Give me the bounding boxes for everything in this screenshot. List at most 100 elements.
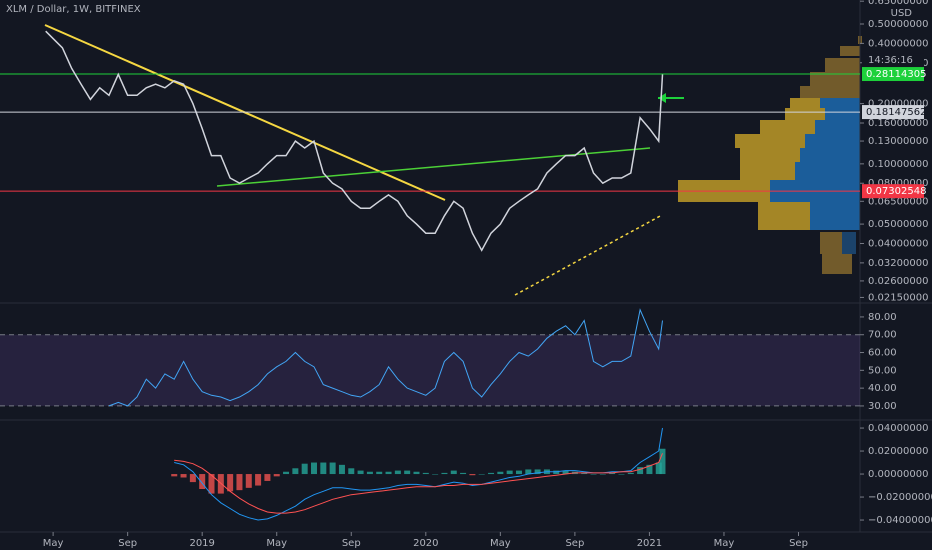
y-tick-label: 0.02600000 [868, 276, 928, 287]
trend-line [514, 214, 663, 296]
y-tick-label: 0.05000000 [868, 219, 928, 230]
macd-histogram-bar [646, 464, 653, 475]
macd-histogram-bar [329, 462, 336, 475]
y-tick-label: 40.00 [868, 383, 897, 394]
chart-title: XLM / Dollar, 1W, BITFINEX [6, 4, 141, 15]
macd-histogram-bar [236, 474, 243, 491]
countdown: 14:36:16 [868, 55, 913, 66]
x-tick-label: Sep [118, 538, 137, 549]
unit-label: USD [891, 8, 913, 19]
macd-histogram-bar [469, 474, 476, 476]
macd-histogram-bar [515, 470, 522, 475]
y-tick-label: 0.13000000 [868, 136, 928, 147]
macd-histogram-bar [366, 471, 373, 475]
price-tag-label: 0.07302548 [866, 186, 926, 197]
x-tick-label: May [43, 538, 64, 549]
x-tick-label: Sep [565, 538, 584, 549]
y-tick-label: 0.08000000 [868, 178, 928, 189]
macd-histogram-bar [227, 474, 234, 492]
y-tick-label: 0.02000000 [868, 446, 928, 457]
macd-histogram-bar [357, 470, 364, 475]
y-tick-label: 50.00 [868, 365, 897, 376]
macd-histogram-bar [627, 472, 634, 475]
y-tick-label: 0.03200000 [868, 258, 928, 269]
macd-histogram-bar [385, 471, 392, 475]
macd-histogram-bar [590, 474, 597, 475]
rsi-line [108, 308, 663, 407]
macd-histogram-bar [255, 474, 262, 486]
macd-histogram-bar [553, 470, 560, 475]
x-tick-label: 2020 [413, 538, 438, 549]
macd-histogram-bar [562, 470, 569, 475]
macd-histogram-bar [338, 464, 345, 475]
price-tag [862, 105, 924, 120]
macd-histogram-bar [659, 448, 666, 475]
macd-histogram-bar [637, 467, 644, 475]
macd-histogram-bar [497, 471, 504, 475]
price-tag-label: 0.28114305 [866, 69, 926, 80]
macd-histogram-bar [506, 470, 513, 475]
macd-histogram-bar [534, 469, 541, 475]
macd-line [174, 453, 663, 514]
macd-histogram-bar [581, 472, 588, 475]
macd-histogram-bar [655, 462, 662, 475]
macd-histogram-bar [488, 472, 495, 475]
macd-histogram-bar [189, 474, 196, 483]
macd-histogram-bar [348, 468, 355, 475]
macd-histogram-bar [422, 472, 429, 475]
macd-histogram-bar [180, 474, 187, 478]
macd-histogram-bar [264, 474, 271, 481]
y-tick-label: 0.40000000 [868, 38, 928, 49]
price-tag-label: 0.18147562 [866, 107, 926, 118]
macd-histogram-bar [310, 462, 317, 475]
macd-histogram-bar [320, 462, 327, 475]
x-tick-label: 2021 [637, 538, 662, 549]
y-tick-label: 30.00 [868, 401, 897, 412]
trend-line [216, 147, 651, 187]
x-tick-label: May [714, 538, 735, 549]
countdown-tag [862, 53, 924, 68]
y-tick-label: −0.02000000 [868, 492, 932, 503]
macd-histogram-bar [432, 474, 439, 475]
macd-histogram-bar [460, 472, 467, 475]
y-tick-label: 0.06500000 [868, 196, 928, 207]
macd-histogram-bar [376, 471, 383, 475]
y-tick-label: 0.50000000 [868, 19, 928, 30]
y-tick-label: 0.04000000 [868, 423, 928, 434]
macd-histogram-bar [199, 474, 206, 489]
price-tag [862, 67, 924, 82]
macd-histogram-bar [599, 474, 606, 475]
x-tick-label: Sep [342, 538, 361, 549]
y-tick-label: 80.00 [868, 312, 897, 323]
macd-histogram-bar [245, 474, 252, 488]
price-tag [862, 184, 924, 199]
price-line-series [45, 30, 664, 252]
rsi-band [0, 334, 860, 406]
y-tick-label: 0.16000000 [868, 118, 928, 129]
macd-histogram-bar [404, 470, 411, 475]
macd-histogram-bar [208, 474, 215, 494]
macd-histogram-bar [478, 474, 485, 475]
macd-line [174, 427, 663, 521]
y-tick-label: 0.10000000 [868, 159, 928, 170]
macd-histogram-bar [171, 474, 178, 477]
macd-histogram-bar [413, 471, 420, 475]
y-tick-label: 70.00 [868, 330, 897, 341]
y-tick-label: 0.02150000 [868, 292, 928, 303]
arrow [658, 93, 666, 103]
macd-histogram-bar [273, 474, 280, 477]
macd-histogram-bar [283, 471, 290, 475]
y-tick-label: 0.00000000 [868, 469, 928, 480]
x-tick-label: May [266, 538, 287, 549]
macd-histogram-bar [609, 472, 616, 475]
macd-histogram-bar [301, 463, 308, 475]
macd-histogram-bar [441, 472, 448, 475]
volume-profile [678, 36, 862, 274]
x-tick-label: Sep [789, 538, 808, 549]
y-tick-label: 0.04000000 [868, 238, 928, 249]
y-tick-label: 0.65000000 [868, 0, 928, 7]
macd-histogram-bar [525, 469, 532, 475]
y-tick-label: 0.20000000 [868, 99, 928, 110]
